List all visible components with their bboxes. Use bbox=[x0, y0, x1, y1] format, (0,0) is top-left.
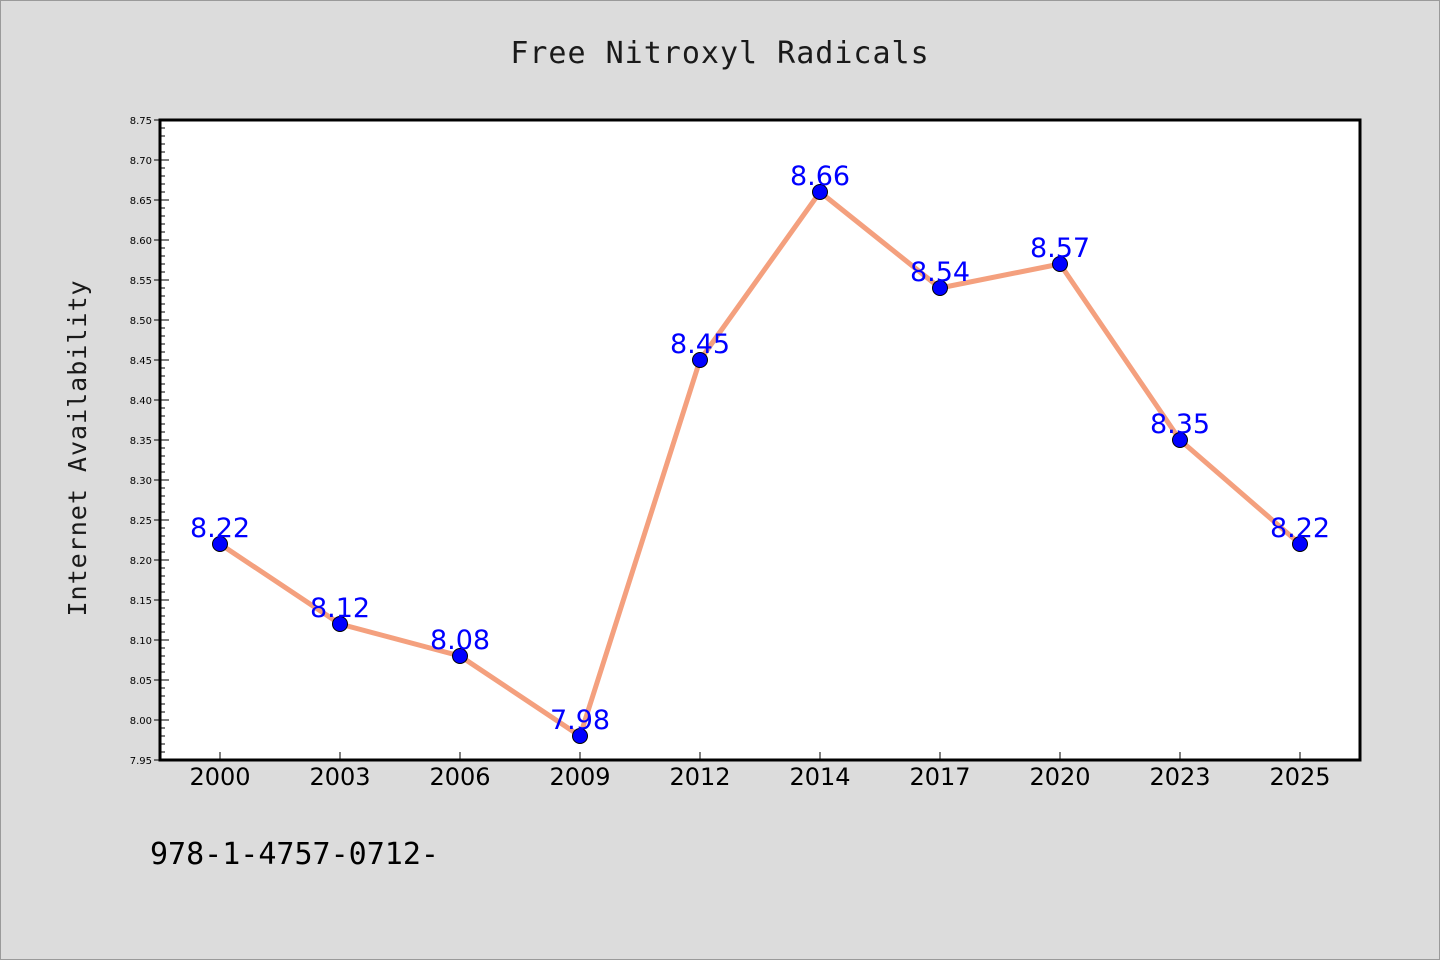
y-tick-label: 8.35 bbox=[130, 436, 152, 447]
series-lines bbox=[217, 189, 1303, 739]
x-tick-label: 2023 bbox=[1149, 763, 1210, 791]
y-tick-label: 8.60 bbox=[130, 236, 152, 247]
data-label: 8.66 bbox=[790, 161, 850, 192]
data-label: 8.54 bbox=[910, 257, 970, 288]
x-tick-label: 2003 bbox=[309, 763, 370, 791]
y-tick-label: 8.70 bbox=[130, 156, 152, 167]
y-tick-label: 7.95 bbox=[130, 756, 152, 767]
plot-area bbox=[160, 120, 1360, 760]
data-label: 8.35 bbox=[1150, 409, 1210, 440]
data-label: 8.57 bbox=[1030, 233, 1090, 264]
y-tick-label: 8.40 bbox=[130, 396, 152, 407]
x-tick-label: 2012 bbox=[669, 763, 730, 791]
data-label: 8.12 bbox=[310, 593, 370, 624]
data-labels: 8.22 8.12 8.08 7.98 8.45 8.66 8.54 8.57 8.35 8.22 bbox=[190, 161, 1330, 736]
x-tick-label: 2020 bbox=[1029, 763, 1090, 791]
data-label: 7.98 bbox=[550, 705, 610, 736]
plot-border bbox=[158, 118, 1362, 762]
data-point bbox=[452, 648, 468, 664]
data-point bbox=[1052, 256, 1068, 272]
y-tick-label: 8.10 bbox=[130, 636, 152, 647]
x-tick-label: 2009 bbox=[549, 763, 610, 791]
x-tick-label: 2000 bbox=[189, 763, 250, 791]
data-point bbox=[1172, 432, 1188, 448]
x-tick-label: 2006 bbox=[429, 763, 490, 791]
series-line bbox=[217, 189, 1303, 739]
y-tick-label: 8.65 bbox=[130, 196, 152, 207]
y-axis-label: Internet Availability bbox=[63, 279, 92, 616]
y-tick-label: 8.50 bbox=[130, 316, 152, 327]
data-label: 8.45 bbox=[670, 329, 730, 360]
data-point bbox=[332, 616, 348, 632]
chart-title: Free Nitroxyl Radicals bbox=[510, 36, 929, 71]
y-tick-label: 8.25 bbox=[130, 516, 152, 527]
data-point bbox=[692, 352, 708, 368]
y-tick-label: 8.00 bbox=[130, 716, 152, 727]
series-points bbox=[212, 184, 1308, 744]
x-tick-label: 2025 bbox=[1269, 763, 1330, 791]
data-point bbox=[1292, 536, 1308, 552]
x-axis-ticks: 2000 2003 2006 2009 2012 2014 2017 2020 2023 2025 bbox=[189, 752, 1331, 791]
data-label: 8.22 bbox=[190, 513, 250, 544]
x-tick-label: 2014 bbox=[789, 763, 850, 791]
y-tick-label: 8.30 bbox=[130, 476, 152, 487]
y-tick-label: 8.15 bbox=[130, 596, 152, 607]
data-label: 8.22 bbox=[1270, 513, 1330, 544]
data-point bbox=[812, 184, 828, 200]
data-point bbox=[572, 728, 588, 744]
footer-code: 978-1-4757-0712- bbox=[150, 837, 439, 872]
y-tick-label: 8.45 bbox=[130, 356, 152, 367]
data-point bbox=[212, 536, 228, 552]
y-tick-label: 8.75 bbox=[130, 116, 152, 127]
y-tick-label: 8.05 bbox=[130, 676, 152, 687]
y-tick-label: 8.55 bbox=[130, 276, 152, 287]
y-tick-label: 8.20 bbox=[130, 556, 152, 567]
data-label: 8.08 bbox=[430, 625, 490, 656]
x-tick-label: 2017 bbox=[909, 763, 970, 791]
data-point bbox=[932, 280, 948, 296]
